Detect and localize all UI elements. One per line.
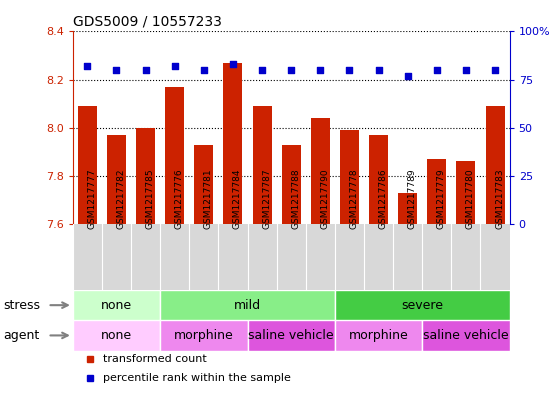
Text: none: none <box>101 329 132 342</box>
Text: GSM1217783: GSM1217783 <box>495 169 504 229</box>
Bar <box>165 87 184 224</box>
Bar <box>73 320 160 351</box>
Bar <box>282 145 301 224</box>
Bar <box>335 320 422 351</box>
Text: stress: stress <box>3 299 40 312</box>
Text: morphine: morphine <box>349 329 408 342</box>
Bar <box>248 320 335 351</box>
Text: saline vehicle: saline vehicle <box>423 329 508 342</box>
Text: transformed count: transformed count <box>104 354 207 364</box>
Bar <box>311 118 330 224</box>
Text: GSM1217787: GSM1217787 <box>262 169 271 229</box>
Text: mild: mild <box>234 299 261 312</box>
Text: severe: severe <box>401 299 444 312</box>
Point <box>491 67 500 73</box>
Text: percentile rank within the sample: percentile rank within the sample <box>104 373 291 383</box>
Text: GSM1217786: GSM1217786 <box>379 169 388 229</box>
Point <box>345 67 354 73</box>
Point <box>432 67 441 73</box>
Point <box>287 67 296 73</box>
Text: morphine: morphine <box>174 329 234 342</box>
Bar <box>398 193 417 224</box>
Point <box>141 67 150 73</box>
Bar <box>194 145 213 224</box>
Text: GSM1217780: GSM1217780 <box>466 169 475 229</box>
Bar <box>369 135 388 224</box>
Bar <box>160 320 248 351</box>
Bar <box>427 159 446 224</box>
Text: GSM1217776: GSM1217776 <box>175 169 184 229</box>
Bar <box>136 128 155 224</box>
Point <box>374 67 383 73</box>
Bar <box>335 290 510 320</box>
Text: none: none <box>101 299 132 312</box>
Text: agent: agent <box>3 329 39 342</box>
Text: GSM1217788: GSM1217788 <box>291 169 300 229</box>
Text: GSM1217777: GSM1217777 <box>87 169 96 229</box>
Bar <box>253 106 272 224</box>
Point <box>461 67 470 73</box>
Text: GSM1217779: GSM1217779 <box>437 169 446 229</box>
Text: GSM1217784: GSM1217784 <box>233 169 242 229</box>
Point <box>316 67 325 73</box>
Bar <box>223 63 242 224</box>
Text: GSM1217782: GSM1217782 <box>116 169 125 229</box>
Text: saline vehicle: saline vehicle <box>249 329 334 342</box>
Text: GSM1217778: GSM1217778 <box>349 169 358 229</box>
Point <box>83 63 92 69</box>
Point <box>228 61 237 67</box>
Text: GSM1217785: GSM1217785 <box>146 169 155 229</box>
Point <box>112 67 121 73</box>
Bar <box>340 130 359 224</box>
Point <box>170 63 179 69</box>
Text: GSM1217781: GSM1217781 <box>204 169 213 229</box>
Bar <box>73 290 160 320</box>
Bar <box>107 135 126 224</box>
Bar <box>486 106 505 224</box>
Text: GSM1217789: GSM1217789 <box>408 169 417 229</box>
Bar <box>456 162 475 224</box>
Point <box>258 67 267 73</box>
Point <box>403 73 412 79</box>
Text: GSM1217790: GSM1217790 <box>320 169 329 229</box>
Bar <box>160 290 335 320</box>
Bar <box>422 320 510 351</box>
Point <box>199 67 208 73</box>
Text: GDS5009 / 10557233: GDS5009 / 10557233 <box>73 15 222 29</box>
Bar <box>78 106 97 224</box>
